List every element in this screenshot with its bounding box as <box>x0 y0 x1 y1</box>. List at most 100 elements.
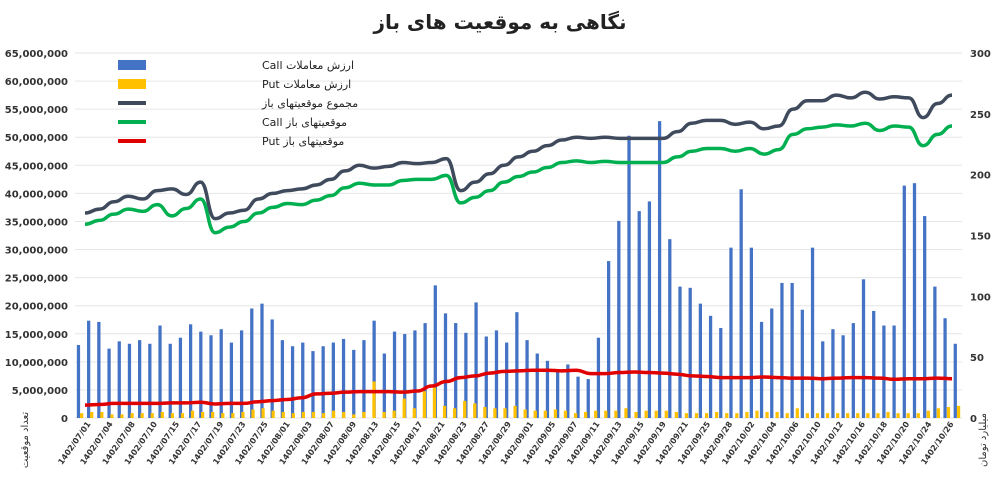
call-bar <box>678 286 682 418</box>
call-bar <box>301 342 305 418</box>
call-bar <box>902 185 906 418</box>
call-bar <box>729 247 733 418</box>
put-bar <box>180 413 185 418</box>
call-bar <box>311 351 315 418</box>
call-bar <box>178 337 183 418</box>
put-bar <box>846 413 850 418</box>
left-tick-label: 50,000,000 <box>5 133 68 144</box>
put-bar <box>694 413 699 418</box>
call-bar <box>851 323 855 418</box>
put-bar <box>412 408 416 418</box>
put-bar <box>624 408 628 418</box>
call-bar <box>76 345 81 418</box>
call-bar <box>780 282 784 418</box>
call-bar <box>484 336 488 418</box>
put-bar <box>715 411 719 418</box>
call-bar <box>586 379 590 418</box>
put-bar <box>916 413 920 418</box>
left-tick-label: 55,000,000 <box>5 105 68 116</box>
call-bar <box>443 313 448 418</box>
right-tick-label: 300 <box>970 49 991 60</box>
put-bar <box>100 411 104 418</box>
left-tick-label: 65,000,000 <box>5 49 68 60</box>
call-bar <box>382 353 386 418</box>
call-bar <box>127 343 132 418</box>
call-bar <box>831 329 835 418</box>
left-tick-label: 0 <box>61 414 68 425</box>
left-tick-label: 20,000,000 <box>5 302 68 313</box>
call-bar <box>270 319 274 418</box>
call-bar <box>209 335 213 418</box>
put-bar <box>856 413 860 418</box>
put-bar <box>664 410 668 418</box>
left-axis-title: تعداد موقعیت <box>20 412 31 468</box>
call-bar <box>719 327 723 418</box>
put-bar <box>311 411 316 418</box>
put-bar <box>332 410 336 418</box>
put-open-line <box>84 368 953 407</box>
call-bar <box>433 285 437 418</box>
call-bar <box>912 183 917 418</box>
put-bar <box>674 411 678 418</box>
put-bar <box>926 410 930 418</box>
right-tick-label: 200 <box>970 171 991 182</box>
call-bar <box>392 331 397 418</box>
put-bar <box>402 398 406 418</box>
call-bar <box>708 315 713 418</box>
put-bar <box>614 410 618 418</box>
put-bar <box>735 413 739 418</box>
call-bar <box>290 346 295 418</box>
put-bar <box>604 410 608 418</box>
put-bar <box>584 411 588 418</box>
put-bar <box>775 411 779 418</box>
put-bar <box>946 407 951 418</box>
put-bar <box>503 408 507 418</box>
call-bar <box>352 349 356 418</box>
put-bar <box>483 407 487 418</box>
right-tick-label: 50 <box>970 353 984 364</box>
put-bar <box>654 410 658 418</box>
call-bar <box>698 303 703 418</box>
put-bar <box>150 413 154 418</box>
call-bar <box>892 325 896 418</box>
legend-put-value-label: ارزش معاملات Put <box>262 78 351 91</box>
call-bar <box>668 239 672 418</box>
put-bar <box>785 413 789 418</box>
put-bar <box>815 413 820 418</box>
put-bar <box>745 411 749 418</box>
put-bar <box>160 411 164 418</box>
put-bar <box>392 410 396 418</box>
call-bar <box>250 308 254 418</box>
put-bar <box>594 410 598 418</box>
put-bar <box>372 381 376 418</box>
call-bar <box>525 340 529 418</box>
put-bar <box>553 409 558 418</box>
put-bar <box>321 413 326 418</box>
right-tick-label: 0 <box>970 414 977 425</box>
put-bar <box>573 413 578 418</box>
put-bar <box>200 411 205 418</box>
legend-put-open-label: موقعیتهای باز Put <box>262 135 344 148</box>
left-tick-label: 15,000,000 <box>5 330 68 341</box>
call-bar <box>219 329 223 418</box>
put-bar <box>755 410 759 418</box>
put-bar <box>362 411 366 418</box>
right-tick-label: 100 <box>970 292 991 303</box>
left-tick-label: 35,000,000 <box>5 217 68 228</box>
total-open-line <box>84 90 953 221</box>
call-bar <box>239 330 244 418</box>
call-bar <box>627 135 631 418</box>
call-bar <box>117 341 121 418</box>
put-bar <box>805 413 809 418</box>
put-bar <box>90 411 94 418</box>
call-bar <box>362 340 366 418</box>
call-bar <box>423 323 427 418</box>
x-axis-ticks: 1402/07/011402/07/041402/07/081402/07/10… <box>56 420 956 467</box>
call-bar <box>872 310 876 418</box>
put-bar <box>906 413 910 418</box>
call-bar <box>576 376 580 418</box>
put-bar <box>825 413 830 418</box>
call-bar <box>861 279 866 418</box>
call-bar <box>882 325 886 418</box>
